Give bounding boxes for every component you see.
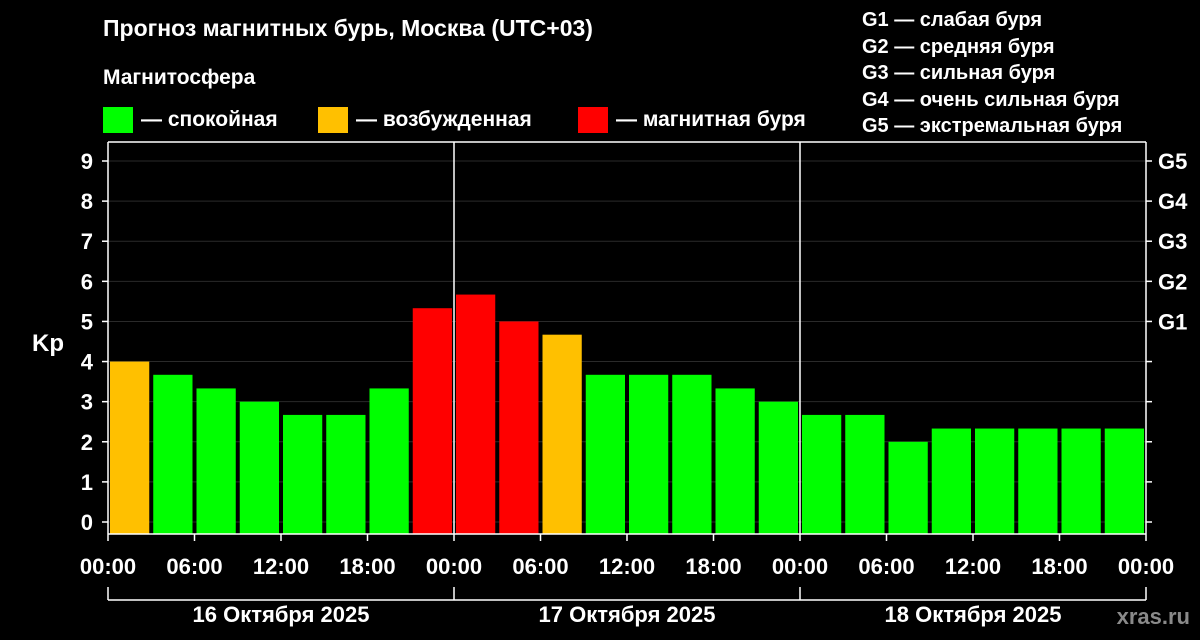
kp-bar-7 [412, 308, 452, 534]
legend-swatch-active [318, 107, 348, 133]
legend-item-storm: — магнитная буря [578, 106, 806, 134]
x-tick-label-9: 06:00 [858, 554, 914, 579]
x-tick-label-2: 12:00 [253, 554, 309, 579]
y-tick-label-9: 9 [81, 149, 93, 174]
kp-bar-6 [369, 388, 409, 534]
bars-layer [110, 294, 1144, 534]
kp-bar-22 [1061, 428, 1101, 534]
watermark: xras.ru [1116, 604, 1190, 629]
kp-bar-5 [326, 414, 366, 534]
y-tick-label-3: 3 [81, 390, 93, 415]
y-tick-label-5: 5 [81, 309, 93, 334]
legend-item-quiet: — спокойная [103, 106, 278, 134]
legend-label-active: — возбужденная [356, 108, 532, 131]
x-tick-label-4: 00:00 [426, 554, 482, 579]
day-label-0: 16 Октября 2025 [193, 602, 370, 627]
g-axis-label-g3: G3 [1158, 229, 1187, 254]
kp-bar-18 [888, 441, 928, 534]
kp-bar-1 [153, 374, 193, 534]
kp-bar-17 [845, 414, 885, 534]
kp-bar-20 [975, 428, 1015, 534]
y-tick-label-7: 7 [81, 229, 93, 254]
grid-layer [108, 160, 1146, 523]
kp-bar-23 [1104, 428, 1144, 534]
x-tick-label-8: 00:00 [772, 554, 828, 579]
x-tick-label-1: 06:00 [166, 554, 222, 579]
kp-bar-9 [499, 321, 539, 534]
y-tick-label-2: 2 [81, 430, 93, 455]
y-tick-label-4: 4 [81, 350, 94, 375]
y-tick-label-6: 6 [81, 269, 93, 294]
x-tick-label-5: 06:00 [512, 554, 568, 579]
kp-bar-16 [802, 414, 842, 534]
y-axis-label: Kp [32, 330, 64, 357]
g-scale-g4: G4 — очень сильная буря [862, 89, 1120, 111]
y-tick-label-0: 0 [81, 510, 93, 535]
x-tick-label-12: 00:00 [1118, 554, 1174, 579]
kp-bar-21 [1018, 428, 1058, 534]
x-tick-label-3: 18:00 [339, 554, 395, 579]
legend-label-quiet: — спокойная [141, 108, 278, 131]
kp-bar-0 [110, 361, 150, 534]
kp-bar-8 [456, 294, 496, 534]
axes-layer: 0 1 2 3 4 5 6 7 8 9 G1 G2 G3 G4 G5 00:00 06:00 12:00 18:00… [80, 141, 1188, 627]
y-tick-label-8: 8 [81, 189, 93, 214]
g-axis-label-g5: G5 [1158, 149, 1187, 174]
y-tick-label-1: 1 [81, 470, 93, 495]
g-scale-g5: G5 — экстремальная буря [862, 115, 1123, 137]
g-scale-g2: G2 — средняя буря [862, 36, 1055, 58]
kp-bar-13 [672, 374, 712, 534]
day-label-1: 17 Октября 2025 [539, 602, 716, 627]
kp-bar-15 [758, 401, 798, 534]
legend-heading: Магнитосфера [103, 66, 256, 89]
kp-bar-14 [715, 388, 755, 534]
kp-bar-10 [542, 334, 582, 534]
g-scale-g1: G1 — слабая буря [862, 9, 1043, 31]
legend-item-active: — возбужденная [318, 106, 532, 134]
x-tick-label-7: 18:00 [685, 554, 741, 579]
kp-bar-4 [283, 414, 323, 534]
x-tick-label-10: 12:00 [945, 554, 1001, 579]
kp-bar-2 [196, 388, 236, 534]
kp-bar-11 [585, 374, 625, 534]
legend-swatch-storm [578, 107, 608, 133]
x-tick-label-6: 12:00 [599, 554, 655, 579]
g-axis-label-g4: G4 [1158, 189, 1188, 214]
day-label-2: 18 Октября 2025 [885, 602, 1062, 627]
legend-swatch-quiet [103, 107, 133, 133]
g-scale-g3: G3 — сильная буря [862, 62, 1056, 84]
kp-bar-3 [239, 401, 279, 534]
x-tick-label-11: 18:00 [1031, 554, 1087, 579]
x-tick-label-0: 00:00 [80, 554, 136, 579]
g-axis-label-g1: G1 [1158, 309, 1187, 334]
kp-bar-19 [931, 428, 971, 534]
chart-title: Прогноз магнитных бурь, Москва (UTC+03) [103, 15, 593, 41]
g-axis-label-g2: G2 [1158, 269, 1187, 294]
legend-label-storm: — магнитная буря [616, 108, 806, 131]
kp-bar-12 [629, 374, 669, 534]
